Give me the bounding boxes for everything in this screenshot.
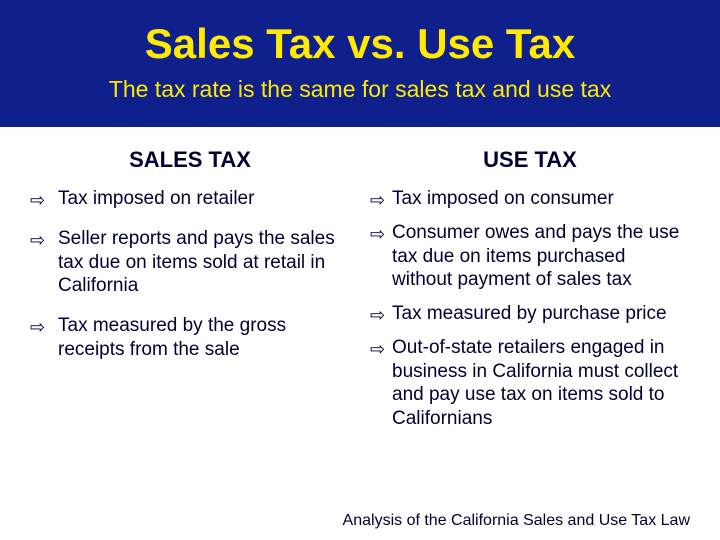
right-bullet-list: ⇨ Tax imposed on consumer ⇨ Consumer owe…	[370, 187, 690, 431]
list-item: ⇨ Tax measured by purchase price	[370, 302, 690, 326]
list-item: ⇨ Tax imposed on consumer	[370, 187, 690, 211]
slide-footer: Analysis of the California Sales and Use…	[343, 512, 690, 530]
bullet-text: Tax imposed on consumer	[392, 188, 614, 209]
arrow-right-icon: ⇨	[370, 189, 385, 212]
list-item: ⇨ Tax imposed on retailer	[30, 187, 350, 211]
right-column: USE TAX ⇨ Tax imposed on consumer ⇨ Cons…	[370, 147, 690, 441]
list-item: ⇨ Consumer owes and pays the use tax due…	[370, 221, 690, 292]
list-item: ⇨ Seller reports and pays the sales tax …	[30, 227, 350, 298]
slide-subtitle: The tax rate is the same for sales tax a…	[30, 76, 690, 103]
arrow-right-icon: ⇨	[30, 189, 45, 212]
bullet-text: Seller reports and pays the sales tax du…	[58, 228, 335, 297]
left-bullet-list: ⇨ Tax imposed on retailer ⇨ Seller repor…	[30, 187, 350, 362]
right-column-heading: USE TAX	[370, 147, 690, 173]
arrow-right-icon: ⇨	[370, 223, 385, 246]
bullet-text: Tax imposed on retailer	[58, 188, 254, 209]
slide-title: Sales Tax vs. Use Tax	[30, 20, 690, 68]
slide-content: SALES TAX ⇨ Tax imposed on retailer ⇨ Se…	[0, 127, 720, 441]
bullet-text: Tax measured by the gross receipts from …	[58, 315, 286, 360]
list-item: ⇨ Out-of-state retailers engaged in busi…	[370, 336, 690, 431]
left-column-heading: SALES TAX	[30, 147, 350, 173]
left-column: SALES TAX ⇨ Tax imposed on retailer ⇨ Se…	[30, 147, 350, 441]
bullet-text: Consumer owes and pays the use tax due o…	[392, 222, 679, 291]
arrow-right-icon: ⇨	[370, 304, 385, 327]
bullet-text: Out-of-state retailers engaged in busine…	[392, 337, 678, 429]
list-item: ⇨ Tax measured by the gross receipts fro…	[30, 314, 350, 362]
slide-header: Sales Tax vs. Use Tax The tax rate is th…	[0, 0, 720, 127]
bullet-text: Tax measured by purchase price	[392, 303, 667, 324]
arrow-right-icon: ⇨	[370, 338, 385, 361]
arrow-right-icon: ⇨	[30, 229, 45, 252]
arrow-right-icon: ⇨	[30, 316, 45, 339]
